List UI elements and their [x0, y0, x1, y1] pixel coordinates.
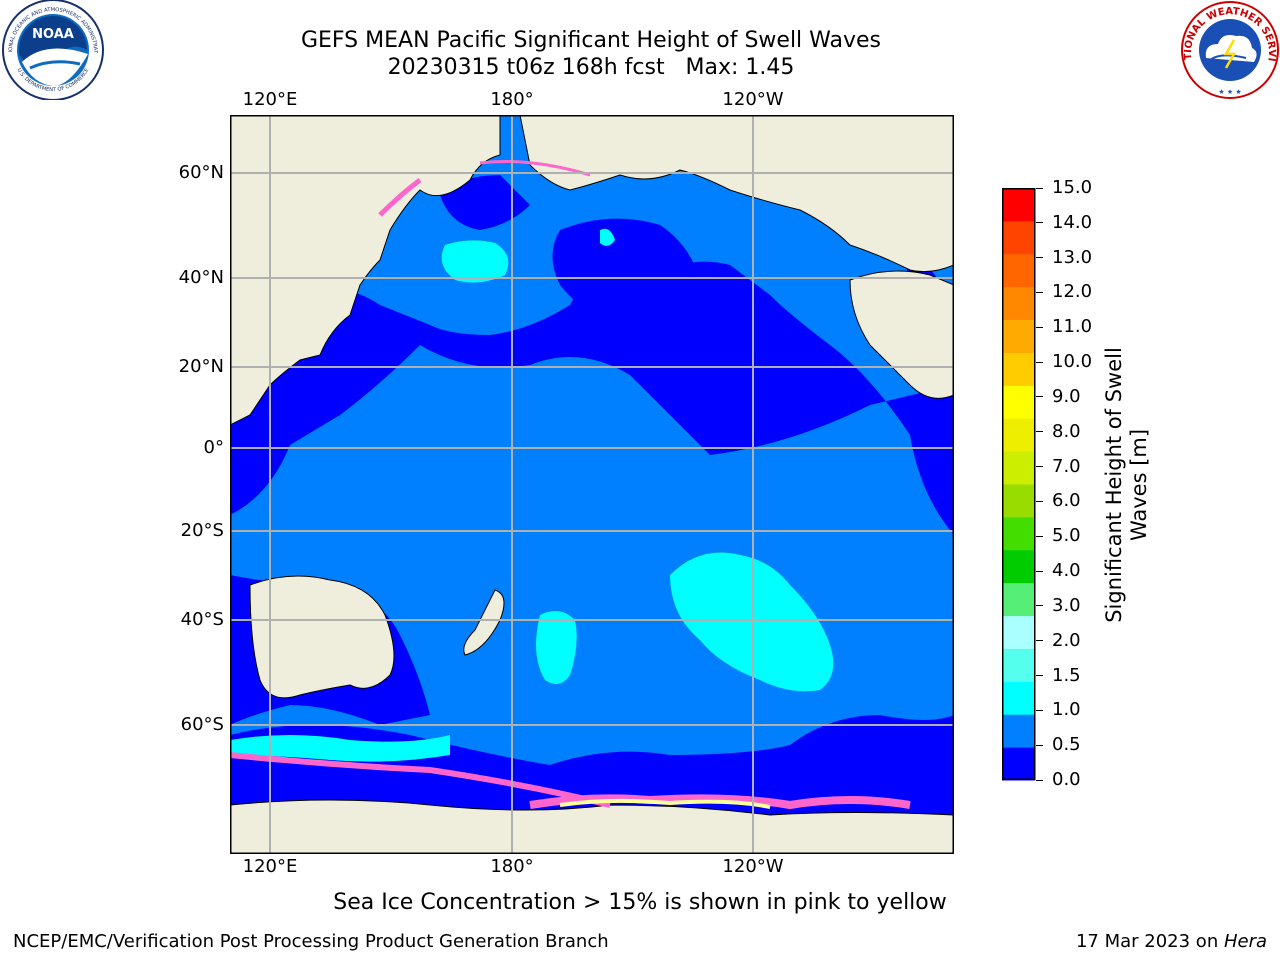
colorbar-tick-label: 6.0 [1052, 490, 1081, 512]
colorbar-tick-label: 0.5 [1052, 734, 1081, 756]
colorbar-tick-label: 1.0 [1052, 699, 1081, 721]
colorbar-tick-mark [1036, 779, 1043, 781]
colorbar-tick-mark [1036, 709, 1043, 711]
colorbar-tick-mark [1036, 570, 1043, 572]
noaa-center-text: NOAA [32, 27, 74, 42]
colorbar-tick-label: 9.0 [1052, 385, 1081, 407]
colorbar-tick-mark [1036, 500, 1043, 502]
footer-date: 17 Mar 2023 on Hera [1075, 931, 1267, 952]
colorbar-tick-label: 12.0 [1052, 281, 1093, 303]
colorbar-tick-label: 1.5 [1052, 664, 1081, 686]
colorbar-tick-mark [1036, 361, 1043, 363]
map-frame [230, 115, 954, 854]
colorbar-tick-mark [1036, 326, 1043, 328]
lat-tick: 60°S [180, 714, 224, 735]
bottom-lon-tick: 120°E [242, 856, 298, 877]
colorbar-segment [1002, 648, 1035, 682]
colorbar-segment [1002, 516, 1035, 551]
chart-title: GEFS MEAN Pacific Significant Height of … [300, 28, 882, 53]
colorbar-tick-mark [1036, 431, 1043, 433]
colorbar-segment [1002, 220, 1035, 255]
colorbar-tick-label: 4.0 [1052, 560, 1081, 582]
colorbar-segment [1002, 188, 1035, 222]
colorbar-tick-label: 11.0 [1052, 316, 1093, 338]
lat-tick: 0° [203, 437, 224, 458]
lat-tick: 20°N [178, 356, 224, 377]
top-lon-tick: 180° [490, 89, 534, 110]
nws-logo: NATIONAL WEATHER SERVICE ★ ★ ★ [1180, 0, 1279, 99]
top-lon-tick: 120°W [722, 89, 784, 110]
bottom-lon-tick: 180° [490, 856, 534, 877]
colorbar-tick-mark [1036, 291, 1043, 293]
colorbar-tick-label: 3.0 [1052, 594, 1081, 616]
lat-tick: 20°S [180, 520, 224, 541]
colorbar-segment [1002, 582, 1035, 617]
bottom-lon-tick: 120°W [722, 856, 784, 877]
colorbar-segment [1002, 615, 1035, 649]
colorbar-segment [1002, 253, 1035, 288]
lat-tick: 60°N [178, 162, 224, 183]
colorbar-segment [1002, 484, 1035, 518]
colorbar-tick-mark [1036, 744, 1043, 746]
colorbar-tick-label: 5.0 [1052, 525, 1081, 547]
colorbar-segment [1002, 352, 1035, 386]
colorbar-tick-label: 15.0 [1052, 177, 1093, 198]
colorbar-tick-mark [1036, 396, 1043, 398]
colorbar-segment [1002, 319, 1035, 353]
chart-subtitle: 20230315 t06z 168h fcst Max: 1.45 [387, 55, 795, 80]
land-masses [230, 115, 954, 854]
colorbar-tick-mark [1036, 535, 1043, 537]
colorbar-tick-mark [1036, 187, 1043, 189]
lat-tick: 40°S [180, 609, 224, 630]
colorbar [1002, 188, 1036, 781]
lat-tick: 40°N [178, 267, 224, 288]
swell-height-map [230, 115, 954, 854]
colorbar-tick-label: 10.0 [1052, 351, 1093, 373]
sea-ice-note: Sea Ice Concentration > 15% is shown in … [333, 890, 947, 915]
colorbar-tick-mark [1036, 605, 1043, 607]
colorbar-segment [1002, 747, 1035, 781]
colorbar-segment [1002, 451, 1035, 485]
high-swell-regions [230, 228, 834, 762]
colorbar-tick-mark [1036, 466, 1043, 468]
colorbar-tick-mark [1036, 257, 1043, 259]
colorbar-label: Significant Height of Swell Waves [m] [1102, 347, 1151, 623]
colorbar-tick-mark [1036, 640, 1043, 642]
noaa-logo: NOAA NATIONAL OCEANIC AND ATMOSPHERIC AD… [0, 0, 104, 100]
top-lon-tick: 120°E [242, 89, 298, 110]
colorbar-segment [1002, 681, 1035, 715]
colorbar-tick-label: 2.0 [1052, 629, 1081, 651]
colorbar-tick-label: 8.0 [1052, 420, 1081, 442]
colorbar-segment [1002, 549, 1035, 584]
colorbar-tick-mark [1036, 675, 1043, 677]
colorbar-tick-label: 7.0 [1052, 455, 1081, 477]
colorbar-tick-label: 13.0 [1052, 246, 1093, 268]
svg-text:★ ★ ★: ★ ★ ★ [1218, 88, 1241, 96]
colorbar-segment [1002, 385, 1035, 419]
graticule [230, 115, 954, 854]
footer-credit: NCEP/EMC/Verification Post Processing Pr… [13, 931, 609, 952]
colorbar-tick-label: 14.0 [1052, 211, 1093, 233]
sea-ice [230, 160, 911, 810]
colorbar-tick-mark [1036, 222, 1043, 224]
colorbar-segment [1002, 714, 1035, 748]
colorbar-tick-label: 0.0 [1052, 769, 1081, 790]
colorbar-segment [1002, 418, 1035, 452]
colorbar-segment [1002, 286, 1035, 321]
